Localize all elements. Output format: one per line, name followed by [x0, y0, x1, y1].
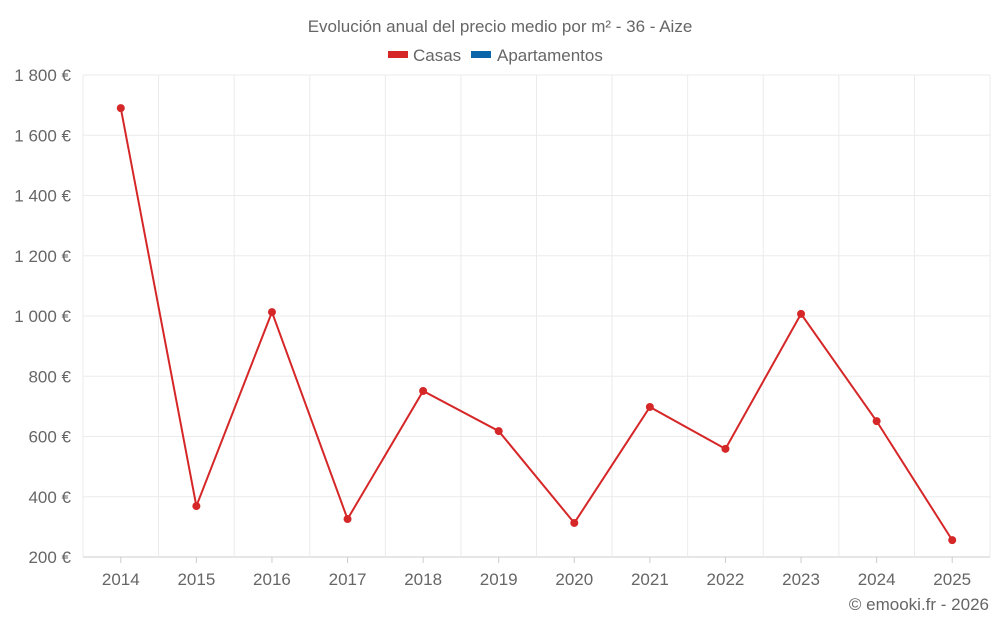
data-point-2020 [570, 518, 579, 527]
y-tick-label: 1 400 € [14, 187, 71, 206]
legend-swatch-apartamentos [471, 51, 491, 58]
data-point-2023 [797, 309, 806, 318]
x-tick-label: 2016 [253, 570, 291, 589]
y-tick-label: 200 € [28, 548, 71, 567]
x-tick-label: 2025 [933, 570, 971, 589]
legend-swatch-casas [388, 51, 408, 58]
y-tick-label: 800 € [28, 367, 71, 386]
chart-title: Evolución anual del precio medio por m² … [308, 17, 693, 36]
series-line-casas [119, 107, 954, 541]
legend: Casas Apartamentos [388, 46, 603, 65]
data-point-2025 [948, 536, 957, 545]
y-tick-label: 1 800 € [14, 66, 71, 85]
data-point-2016 [267, 308, 276, 317]
data-point-2022 [721, 444, 730, 453]
x-tick-label: 2021 [631, 570, 669, 589]
x-tick-label: 2018 [404, 570, 442, 589]
data-point-2021 [645, 402, 654, 411]
legend-label-apartamentos[interactable]: Apartamentos [497, 46, 603, 65]
y-tick-label: 1 000 € [14, 307, 71, 326]
y-tick-label: 600 € [28, 428, 71, 447]
x-tick-label: 2020 [555, 570, 593, 589]
x-tick-label: 2022 [707, 570, 745, 589]
data-point-2024 [872, 417, 881, 426]
data-point-2018 [419, 387, 428, 396]
x-tick-label: 2019 [480, 570, 518, 589]
data-point-2015 [192, 502, 201, 511]
x-tick-label: 2015 [177, 570, 215, 589]
x-tick-label: 2017 [329, 570, 367, 589]
x-tick-label: 2014 [102, 570, 140, 589]
data-point-2014 [116, 104, 125, 113]
x-tick-label: 2024 [858, 570, 896, 589]
y-tick-label: 1 200 € [14, 247, 71, 266]
y-tick-label: 400 € [28, 488, 71, 507]
legend-label-casas[interactable]: Casas [413, 46, 461, 65]
x-tick-label: 2023 [782, 570, 820, 589]
data-point-2017 [343, 515, 352, 524]
data-point-2019 [494, 427, 503, 436]
credit-text: © emooki.fr - 2026 [849, 595, 989, 614]
y-tick-label: 1 600 € [14, 126, 71, 145]
